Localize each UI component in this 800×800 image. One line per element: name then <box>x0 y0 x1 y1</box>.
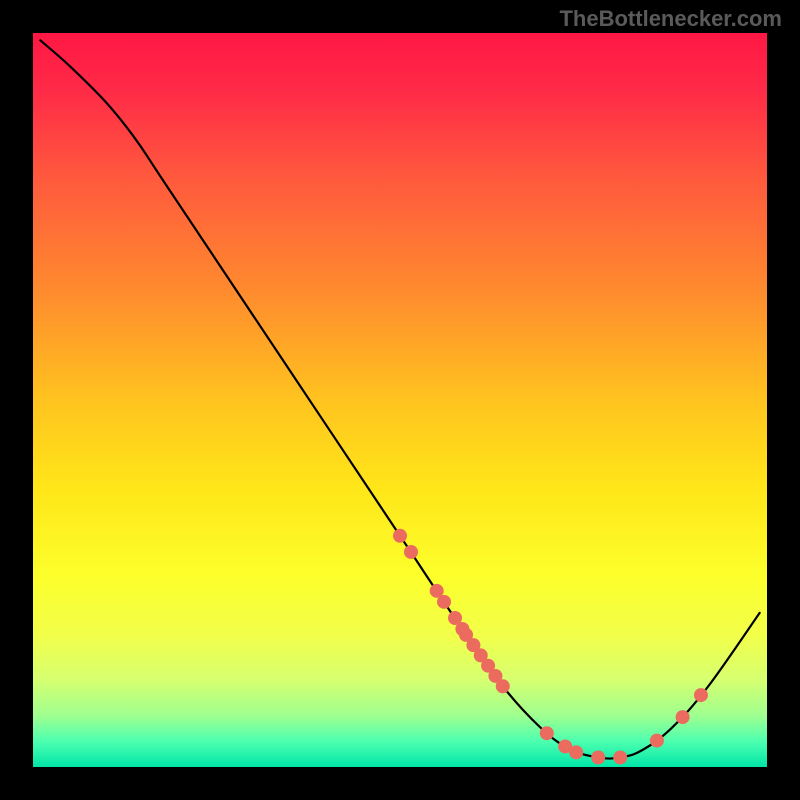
scatter-point <box>613 750 627 764</box>
scatter-point <box>676 710 690 724</box>
scatter-point <box>591 750 605 764</box>
chart-container: TheBottlenecker.com <box>0 0 800 800</box>
scatter-point <box>393 529 407 543</box>
watermark-text: TheBottlenecker.com <box>559 6 782 32</box>
scatter-point <box>437 595 451 609</box>
scatter-point <box>694 688 708 702</box>
bottleneck-chart <box>0 0 800 800</box>
plot-gradient-background <box>33 33 767 767</box>
scatter-point <box>650 734 664 748</box>
scatter-point <box>404 545 418 559</box>
scatter-point <box>496 679 510 693</box>
scatter-point <box>569 745 583 759</box>
scatter-point <box>540 726 554 740</box>
